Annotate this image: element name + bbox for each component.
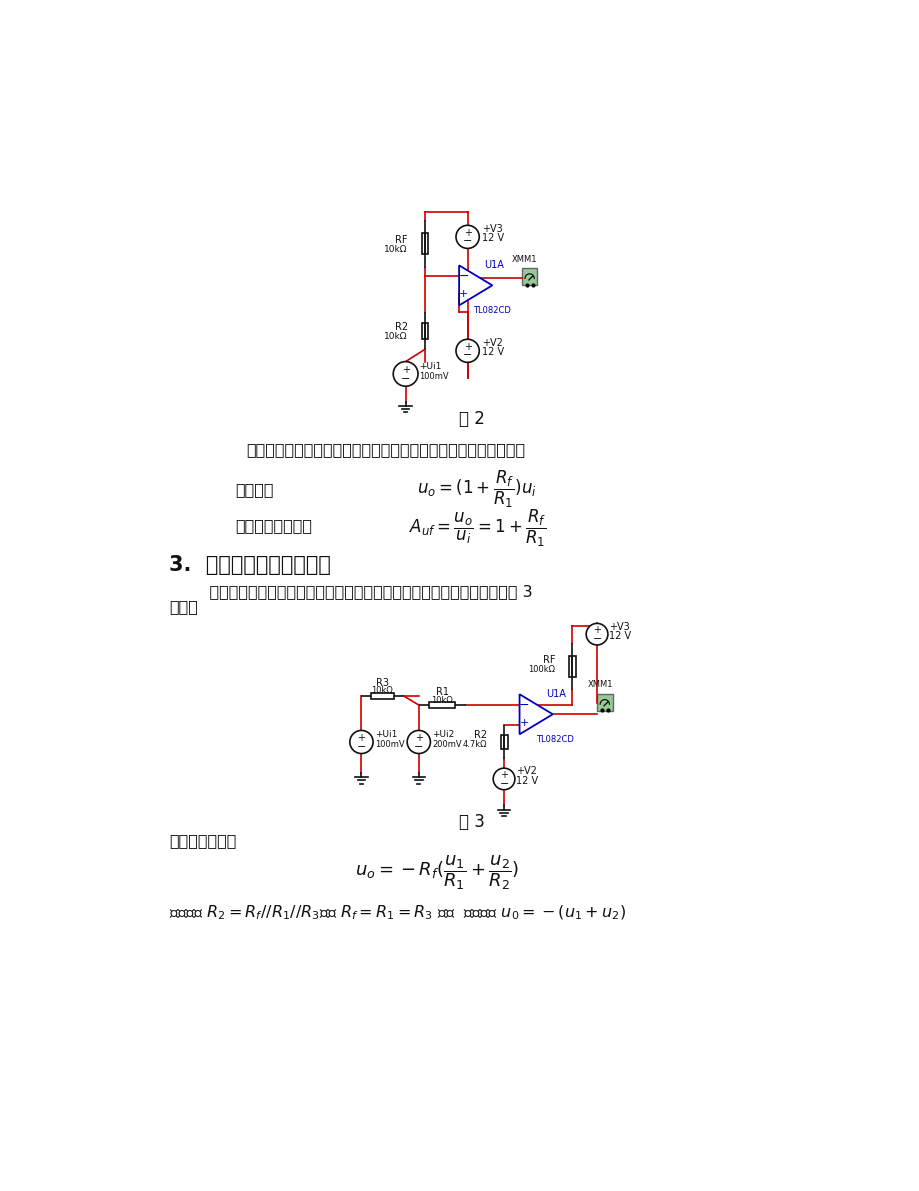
Bar: [370, 693, 393, 699]
Text: 所示，: 所示，: [169, 599, 198, 613]
Bar: [429, 701, 455, 709]
Text: 开环电压放大倍数: 开环电压放大倍数: [235, 518, 312, 534]
Text: −: −: [462, 237, 471, 247]
Text: 100kΩ: 100kΩ: [528, 665, 554, 674]
Text: 因此得：: 因此得：: [235, 482, 273, 497]
Text: +Ui2: +Ui2: [432, 730, 454, 740]
Text: U1A: U1A: [545, 690, 565, 699]
Text: 12 V: 12 V: [516, 775, 538, 786]
Text: 10kΩ: 10kΩ: [384, 331, 407, 341]
Circle shape: [585, 623, 607, 646]
Text: 10kΩ: 10kΩ: [431, 696, 453, 705]
Bar: [500, 735, 507, 749]
Circle shape: [456, 225, 479, 249]
Text: +: +: [500, 771, 507, 780]
Text: $u_o = (1+\dfrac{R_f}{R_1})u_i$: $u_o = (1+\dfrac{R_f}{R_1})u_i$: [417, 469, 537, 510]
Text: U1A: U1A: [483, 261, 504, 270]
Text: +V3: +V3: [608, 622, 630, 631]
Text: 100mV: 100mV: [374, 740, 403, 749]
Circle shape: [407, 730, 430, 754]
Bar: [568, 656, 575, 676]
Text: 10kΩ: 10kΩ: [371, 686, 392, 696]
Text: +: +: [402, 366, 409, 375]
Text: TL082CD: TL082CD: [472, 306, 510, 316]
Text: 3.  反相输入加法运算电路: 3. 反相输入加法运算电路: [169, 555, 331, 575]
Text: R2: R2: [473, 730, 486, 740]
Text: R1: R1: [436, 687, 448, 697]
Text: +Ui1: +Ui1: [374, 730, 397, 740]
Text: −: −: [401, 374, 410, 384]
Text: −: −: [462, 350, 471, 361]
Text: +V3: +V3: [481, 224, 502, 235]
Text: TL082CD: TL082CD: [535, 735, 573, 744]
Circle shape: [349, 730, 373, 754]
Circle shape: [493, 768, 515, 790]
Polygon shape: [519, 694, 552, 735]
Text: +: +: [593, 625, 600, 635]
Text: $u_o = -R_f(\dfrac{u_1}{R_1} + \dfrac{u_2}{R_2})$: $u_o = -R_f(\dfrac{u_1}{R_1} + \dfrac{u_…: [355, 854, 519, 892]
Circle shape: [456, 339, 479, 362]
Polygon shape: [459, 266, 492, 305]
Bar: [596, 694, 612, 711]
Text: 图 2: 图 2: [458, 410, 484, 428]
Text: 100mV: 100mV: [419, 372, 448, 381]
Text: −: −: [499, 779, 508, 788]
Text: XMM1: XMM1: [512, 255, 537, 264]
Text: RF: RF: [542, 655, 554, 665]
Text: +: +: [463, 227, 471, 238]
Text: 12 V: 12 V: [481, 233, 504, 243]
Text: $A_{uf} = \dfrac{u_o}{u_i} = 1 + \dfrac{R_f}{R_1}$: $A_{uf} = \dfrac{u_o}{u_i} = 1 + \dfrac{…: [409, 507, 547, 549]
Text: +: +: [414, 734, 423, 743]
Text: −: −: [357, 742, 366, 752]
Text: −: −: [458, 270, 469, 282]
Text: 12 V: 12 V: [608, 631, 630, 641]
Text: +: +: [459, 289, 468, 299]
Text: 平衡电阻 $R_2 = R_f // R_1 // R_3$，当 $R_f = R_1 = R_3$ 时，  输出电压 $u_0 = -(u_1+u_2)$: 平衡电阻 $R_2 = R_f // R_1 // R_3$，当 $R_f = …: [169, 904, 626, 922]
Text: −: −: [518, 699, 528, 712]
Text: 10kΩ: 10kΩ: [384, 244, 407, 254]
Text: +V2: +V2: [481, 338, 502, 348]
Text: +: +: [463, 342, 471, 353]
Text: 在反相输入端增加若干输入电路，称为反向输入加法运算电路。电路如图 3: 在反相输入端增加若干输入电路，称为反向输入加法运算电路。电路如图 3: [188, 585, 532, 599]
Text: +Ui1: +Ui1: [419, 362, 441, 372]
Text: 计算公式如下，: 计算公式如下，: [169, 833, 236, 848]
Text: 12 V: 12 V: [481, 348, 504, 357]
Circle shape: [392, 362, 417, 386]
Text: 4.7kΩ: 4.7kΩ: [462, 741, 486, 749]
Text: R2: R2: [394, 322, 407, 332]
Text: 图 3: 图 3: [458, 813, 484, 831]
Text: −: −: [592, 634, 601, 644]
Text: 200mV: 200mV: [432, 740, 461, 749]
Bar: [421, 233, 428, 255]
Text: +: +: [519, 718, 528, 728]
Text: +V2: +V2: [516, 766, 537, 777]
Text: 根据运算放大器工作在线性区时的分析依据：虚短路和虚开路原则: 根据运算放大器工作在线性区时的分析依据：虚短路和虚开路原则: [246, 442, 526, 457]
Bar: [521, 268, 537, 286]
Text: RF: RF: [395, 235, 407, 245]
Text: +: +: [357, 734, 365, 743]
Text: XMM1: XMM1: [586, 680, 612, 688]
Text: −: −: [414, 742, 423, 752]
Text: R3: R3: [376, 678, 389, 687]
Bar: [421, 323, 428, 339]
